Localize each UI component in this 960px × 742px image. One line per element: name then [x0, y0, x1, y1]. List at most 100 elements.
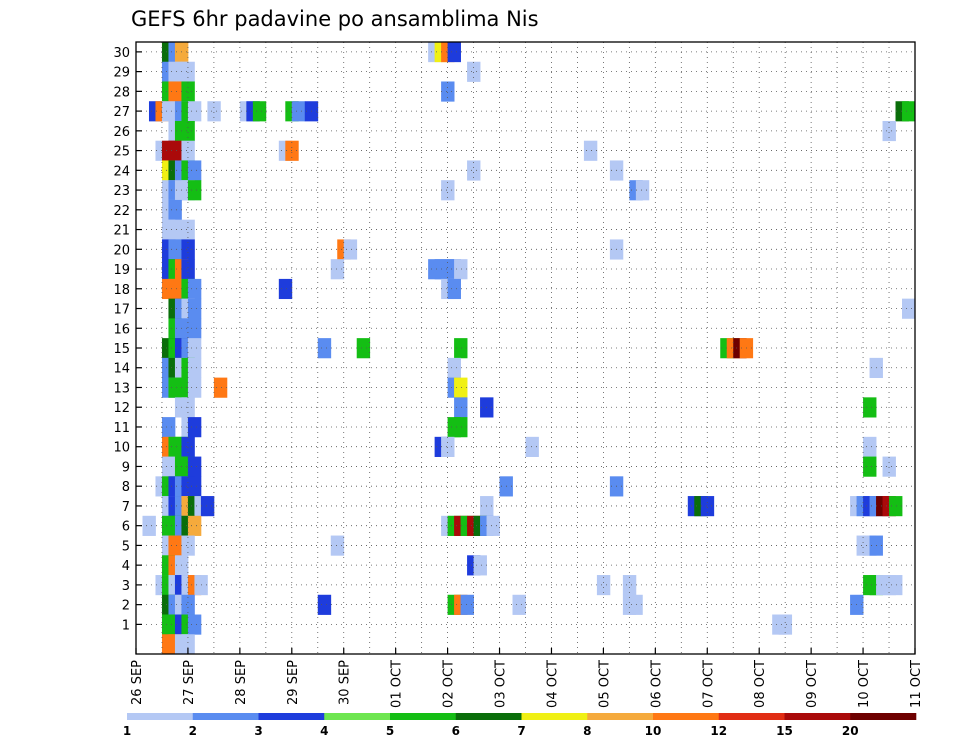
x-tick-label: 11 OCT: [909, 660, 924, 708]
heatmap-cell: [187, 160, 202, 181]
heatmap-cell: [447, 357, 461, 379]
heatmap-cell: [168, 140, 182, 161]
y-tick-label: 12: [113, 401, 130, 416]
heatmap-cell: [181, 436, 195, 457]
y-tick-label: 21: [113, 224, 130, 239]
y-tick-label: 16: [113, 322, 130, 337]
heatmap-cell: [291, 101, 306, 122]
y-tick-label: 30: [113, 46, 130, 61]
heatmap-cell: [330, 259, 345, 280]
heatmap-cell: [142, 515, 156, 536]
x-tick-label: 28 SEP: [234, 660, 249, 705]
heatmap-cell: [454, 338, 468, 359]
y-tick-label: 17: [113, 303, 130, 318]
heatmap-cell: [181, 81, 195, 102]
heatmap-cell: [454, 377, 468, 398]
heatmap-cell: [168, 219, 182, 240]
x-tick-label: 05 OCT: [597, 660, 612, 708]
heatmap-cell: [447, 278, 461, 300]
heatmap-cell: [161, 456, 176, 477]
x-tick-label: 07 OCT: [701, 660, 716, 708]
y-tick-label: 28: [113, 85, 130, 100]
heatmap-cell: [778, 614, 793, 635]
heatmap-cell: [181, 594, 195, 615]
x-tick-label: 08 OCT: [753, 660, 768, 708]
heatmap-cell: [863, 436, 877, 457]
heatmap-cell: [168, 199, 182, 221]
heatmap-cell: [213, 377, 228, 398]
legend-label: 7: [517, 724, 525, 738]
heatmap-cell: [441, 81, 455, 102]
heatmap-cells: [142, 42, 916, 655]
x-tick-label: 09 OCT: [805, 660, 820, 708]
heatmap-cell: [454, 417, 468, 438]
heatmap-cell: [882, 456, 896, 477]
heatmap-cell: [454, 397, 468, 418]
x-tick-label: 27 SEP: [182, 660, 197, 705]
y-tick-label: 1: [122, 618, 130, 633]
heatmap-cell: [473, 555, 487, 576]
y-tick-label: 22: [113, 204, 130, 219]
heatmap-cell: [252, 101, 267, 122]
legend-label: 15: [776, 724, 793, 738]
y-tick-label: 23: [113, 184, 130, 199]
heatmap-cell: [161, 101, 176, 122]
grid-lines: [135, 42, 916, 654]
heatmap-cell: [863, 456, 877, 477]
heatmap-cell: [168, 535, 182, 556]
legend-swatch: [390, 713, 457, 720]
legend-swatch: [718, 713, 785, 720]
color-legend: 1 2 3 4 5 6 7 8 10 12 15 20: [123, 713, 917, 738]
legend-label: 5: [386, 724, 394, 738]
heatmap-cell: [583, 140, 598, 161]
legend-swatch: [653, 713, 720, 720]
heatmap-cell: [161, 417, 176, 438]
heatmap-cell: [889, 496, 903, 517]
legend-label: 6: [452, 724, 460, 738]
y-tick-label: 2: [122, 599, 130, 614]
heatmap-cell: [181, 535, 195, 556]
x-tick-label: 10 OCT: [857, 660, 872, 708]
heatmap-cell: [181, 239, 195, 260]
legend-label: 20: [842, 724, 859, 738]
heatmap-cell: [181, 259, 195, 280]
y-tick-label: 20: [113, 243, 130, 258]
y-tick-label: 18: [113, 283, 130, 298]
y-tick-label: 27: [113, 105, 130, 120]
heatmap-cell: [187, 318, 202, 339]
y-tick-label: 13: [113, 381, 130, 396]
legend-swatch: [850, 713, 917, 720]
y-tick-label: 24: [113, 164, 130, 179]
heatmap-cell: [187, 101, 202, 122]
x-tick-label: 02 OCT: [442, 660, 457, 708]
y-tick-label: 14: [113, 362, 130, 377]
x-tick-label: 30 SEP: [338, 660, 353, 705]
heatmap-cell: [187, 298, 202, 319]
legend-swatch: [587, 713, 654, 720]
legend-swatch: [324, 713, 391, 720]
heatmap-cell: [343, 239, 358, 260]
x-tick-label: 06 OCT: [649, 660, 664, 708]
y-tick-label: 25: [113, 145, 130, 160]
heatmap-cell: [317, 338, 332, 359]
legend-swatch: [192, 713, 259, 720]
y-tick-label: 9: [122, 460, 130, 475]
y-tick-label: 10: [113, 441, 130, 456]
x-tick-label: 26 SEP: [130, 660, 145, 705]
legend-label: 1: [123, 724, 131, 738]
x-tick-label: 01 OCT: [390, 660, 405, 708]
heatmap-cell: [525, 436, 539, 457]
heatmap-cell: [200, 496, 215, 517]
heatmap-cell: [889, 575, 903, 596]
legend-swatch: [521, 713, 588, 720]
y-tick-label: 8: [122, 480, 130, 495]
x-tick-label: 29 SEP: [286, 660, 301, 705]
y-tick-label: 4: [122, 559, 130, 574]
legend-swatch: [784, 713, 851, 720]
heatmap-cell: [187, 476, 202, 497]
heatmap-cell: [187, 417, 202, 438]
heatmap-cell: [441, 436, 455, 457]
heatmap-cell: [486, 515, 500, 536]
chart-title: GEFS 6hr padavine po ansamblima Nis: [131, 7, 539, 31]
